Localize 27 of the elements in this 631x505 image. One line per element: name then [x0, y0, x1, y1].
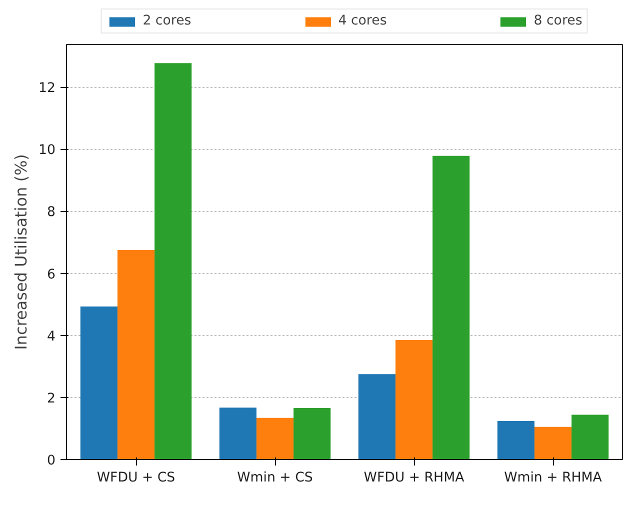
bar: [534, 426, 572, 460]
y-tick-label: 4: [47, 329, 56, 344]
x-tick-label: WFDU + CS: [96, 470, 176, 486]
y-tick-label: 10: [38, 143, 56, 158]
bar: [80, 306, 118, 460]
bar: [497, 421, 534, 460]
y-tick-label: 0: [47, 454, 56, 468]
bar: [219, 408, 256, 460]
bar: [294, 408, 331, 460]
legend-label: 8 cores: [534, 14, 582, 28]
legend-label: 2 cores: [142, 14, 192, 28]
bar: [154, 63, 192, 460]
bar: [432, 156, 470, 460]
y-tick-label: 6: [47, 267, 56, 282]
bar: [395, 340, 433, 460]
legend-label: 4 cores: [338, 14, 387, 28]
x-tick-label: WFDU + RHMA: [364, 470, 464, 486]
x-tick-label: Wmin + CS: [237, 470, 313, 486]
y-tick-label: 12: [38, 81, 56, 96]
bar: [256, 418, 294, 460]
y-tick-label: 8: [47, 205, 56, 220]
bar: [117, 250, 155, 460]
bar: [358, 374, 396, 460]
x-tick-label: Wmin + RHMA: [504, 470, 602, 486]
y-tick-label: 2: [47, 391, 56, 406]
y-axis-title: Increased Utilisation (%): [12, 154, 31, 350]
bar: [572, 414, 609, 460]
